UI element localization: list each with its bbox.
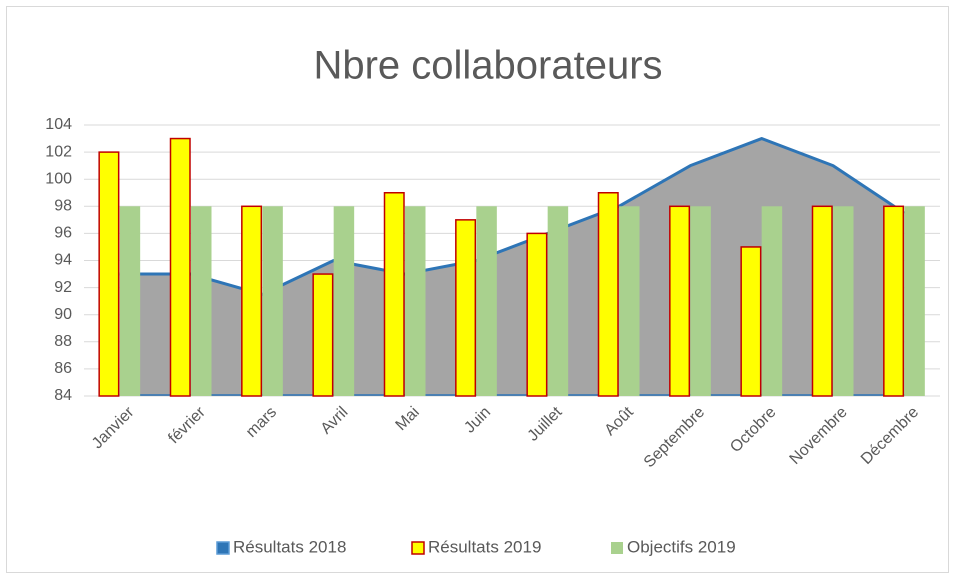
y-tick-label: 84 <box>54 387 72 404</box>
bar <box>98 151 120 397</box>
legend-label: Résultats 2019 <box>428 537 541 556</box>
y-tick-label: 94 <box>54 252 72 269</box>
legend-label: Résultats 2018 <box>233 537 346 556</box>
bar <box>119 206 141 396</box>
bar <box>476 206 497 396</box>
bar <box>761 206 783 396</box>
y-tick-label: 100 <box>45 170 72 187</box>
legend-swatch <box>411 541 425 555</box>
bar <box>669 205 691 397</box>
legend-label: Objectifs 2019 <box>627 537 736 556</box>
chart-title: Nbre collaborateurs <box>313 44 662 88</box>
bar <box>312 273 334 397</box>
legend-swatch <box>611 542 623 554</box>
y-tick-label: 104 <box>45 116 72 133</box>
bar <box>740 246 762 397</box>
y-tick-label: 90 <box>54 306 72 323</box>
bar <box>262 206 283 396</box>
y-tick-label: 92 <box>54 279 72 296</box>
bar <box>597 192 619 397</box>
y-tick-label: 102 <box>45 143 72 160</box>
bar <box>455 219 477 397</box>
y-tick-label: 96 <box>54 225 72 242</box>
bar <box>241 205 263 397</box>
bar <box>690 206 711 396</box>
bar <box>833 206 854 396</box>
y-tick-label: 88 <box>54 333 72 350</box>
bar <box>526 232 548 397</box>
legend-swatch <box>216 541 230 555</box>
bar <box>383 192 405 397</box>
bar <box>191 206 212 396</box>
y-tick-label: 86 <box>54 360 72 377</box>
bar <box>811 205 833 397</box>
y-tick-label: 98 <box>54 198 72 215</box>
bar <box>619 206 640 396</box>
bar <box>883 205 905 397</box>
bar <box>904 206 925 396</box>
bar <box>169 137 191 397</box>
bar <box>333 206 355 396</box>
bar <box>547 206 569 396</box>
bar <box>405 206 426 396</box>
